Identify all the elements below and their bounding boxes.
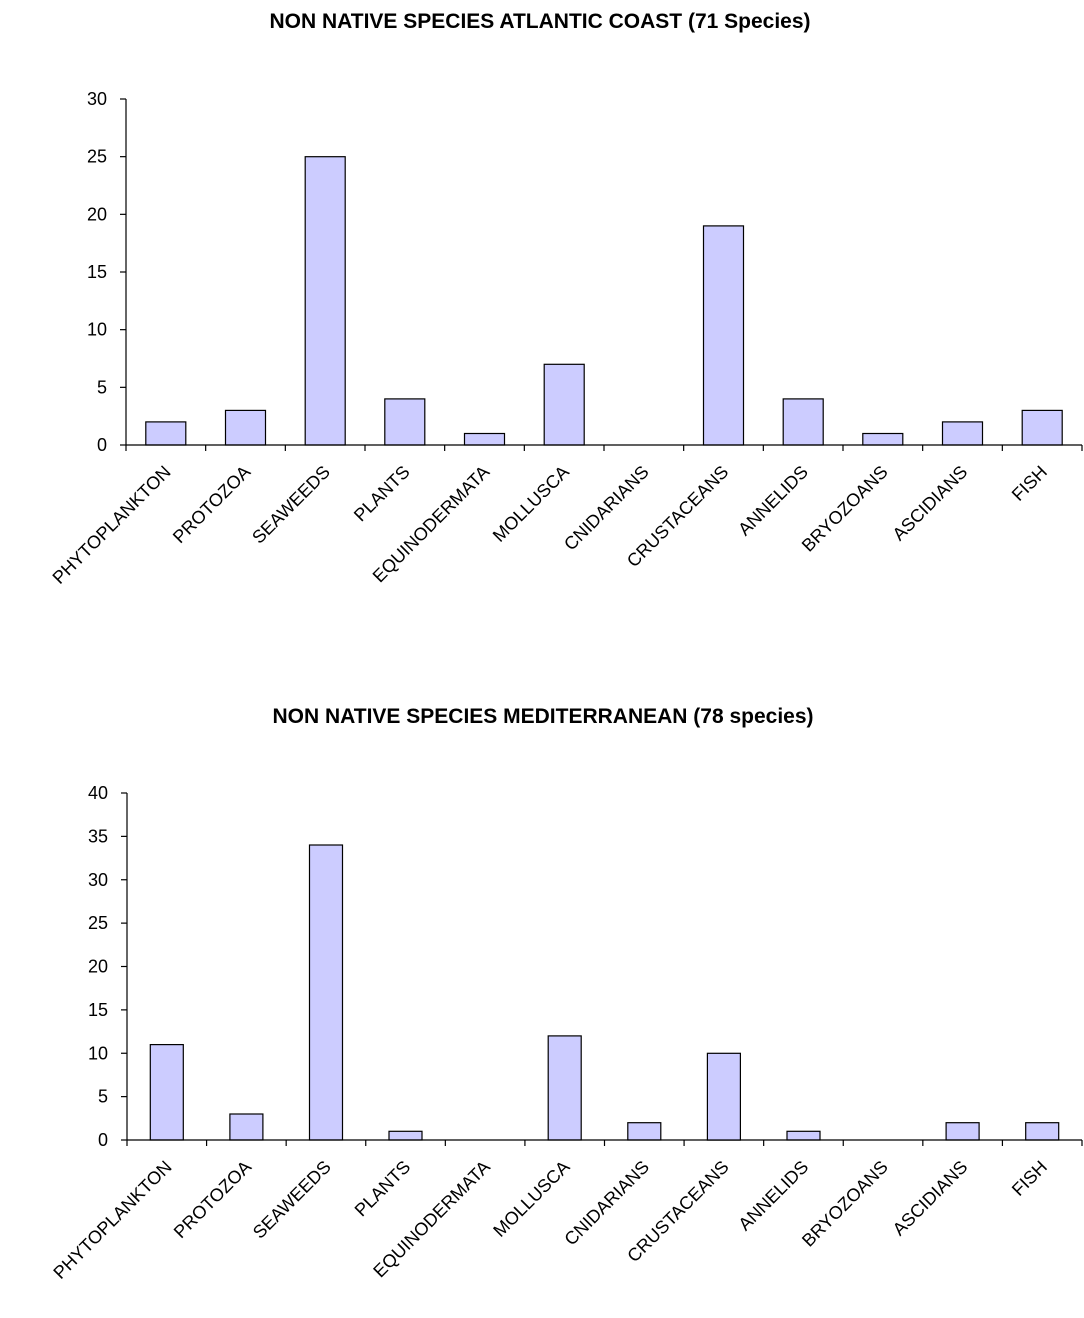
y-tick-label: 30 (87, 89, 107, 109)
bar-bryozoans (862, 432, 904, 446)
bar-mollusca (543, 363, 585, 446)
x-tick-label: ANNELIDS (734, 462, 812, 540)
x-tick-label: FISH (1008, 462, 1051, 505)
bar-fish (1021, 409, 1063, 446)
y-tick-label: 0 (98, 1130, 108, 1150)
bar-plants (384, 398, 426, 446)
x-tick-label: PROTOZOA (169, 462, 254, 547)
bar-cnidarians (627, 1122, 662, 1141)
x-tick-label: SEAWEEDS (248, 462, 334, 548)
x-tick-label: SEAWEEDS (249, 1157, 335, 1243)
x-tick-label: ASCIDIANS (889, 1157, 972, 1240)
y-tick-label: 15 (87, 262, 107, 282)
bar-phytoplankton (145, 421, 187, 446)
bar-annelids (782, 398, 824, 446)
y-tick-label: 25 (87, 147, 107, 167)
x-tick-label: PHYTOPLANKTON (49, 462, 175, 588)
bar-plants (388, 1130, 423, 1141)
bars (149, 844, 1060, 1141)
y-tick-labels: 0 5 10 15 20 25 30 35 40 (88, 783, 108, 1150)
chart-mediterranean: NON NATIVE SPECIES MEDITERRANEAN (78 spe… (49, 705, 1083, 1283)
y-tick-label: 10 (88, 1043, 108, 1063)
y-tick-label: 15 (88, 1000, 108, 1020)
bar-protozoa (229, 1113, 264, 1141)
bar-seaweeds (304, 156, 346, 446)
x-tick-label: PLANTS (351, 1157, 415, 1221)
bar-mollusca (547, 1035, 582, 1141)
x-tick-label: PHYTOPLANKTON (49, 1157, 175, 1283)
bar-phytoplankton (149, 1043, 184, 1141)
chart-title: NON NATIVE SPECIES ATLANTIC COAST (71 Sp… (269, 10, 810, 33)
x-tick-label: ASCIDIANS (889, 462, 972, 545)
x-tick-label: PLANTS (350, 462, 414, 526)
axes (121, 792, 1083, 1146)
x-tick-label: PROTOZOA (170, 1157, 255, 1242)
y-tick-label: 40 (88, 783, 108, 803)
bars (145, 156, 1063, 446)
x-tick-label: MOLLUSCA (489, 462, 573, 546)
y-tick-label: 35 (88, 826, 108, 846)
y-tick-label: 5 (97, 377, 107, 397)
y-tick-label: 5 (98, 1087, 108, 1107)
y-tick-label: 0 (97, 435, 107, 455)
chart-atlantic-coast: NON NATIVE SPECIES ATLANTIC COAST (71 Sp… (49, 10, 1083, 588)
y-tick-label: 30 (88, 870, 108, 890)
bar-fish (1025, 1122, 1060, 1141)
y-tick-label: 10 (87, 320, 107, 340)
axes (120, 98, 1083, 451)
x-tick-label: ANNELIDS (734, 1157, 812, 1235)
y-tick-label: 20 (87, 204, 107, 224)
y-tick-label: 20 (88, 957, 108, 977)
bar-annelids (786, 1130, 821, 1141)
chart-title: NON NATIVE SPECIES MEDITERRANEAN (78 spe… (272, 705, 813, 728)
bar-crustaceans (702, 225, 745, 446)
x-tick-label: MOLLUSCA (489, 1157, 573, 1241)
y-tick-label: 25 (88, 913, 108, 933)
bar-ascidians (945, 1122, 980, 1141)
bar-crustaceans (706, 1052, 742, 1141)
bar-seaweeds (308, 844, 344, 1141)
y-tick-labels: 0 5 10 15 20 25 30 (87, 89, 107, 455)
x-tick-label: FISH (1008, 1157, 1051, 1200)
bar-protozoa (224, 409, 267, 446)
bar-equinodermata (463, 432, 506, 446)
bar-ascidians (941, 421, 984, 446)
